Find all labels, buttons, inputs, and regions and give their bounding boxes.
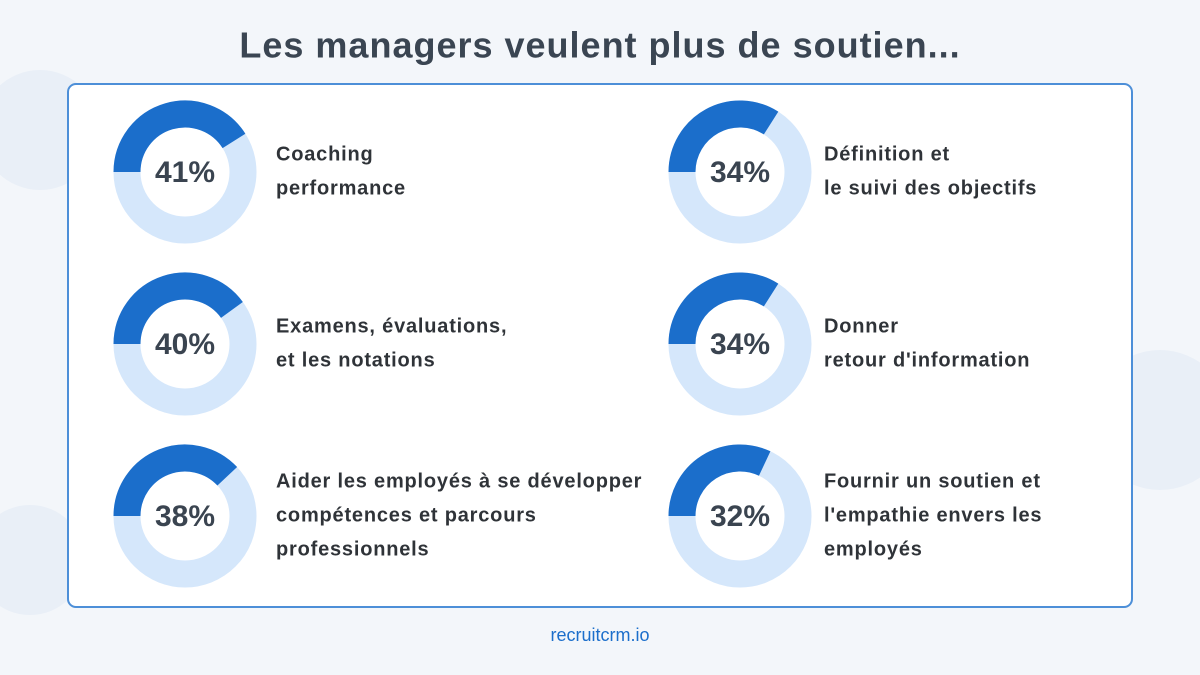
footer: recruitcrm.io [550, 625, 649, 645]
title: Les managers veulent plus de soutien... [239, 25, 960, 66]
value-label: 38% [155, 500, 215, 533]
value-label: 32% [710, 500, 770, 533]
item-label: Examens, évaluations, [276, 315, 507, 337]
item-label: professionnels [276, 538, 429, 560]
value-label: 41% [155, 156, 215, 189]
item-label: Donner [824, 315, 899, 337]
donut-arc [113, 444, 238, 517]
donut-arc [668, 272, 779, 345]
item-label: compétences et parcours [276, 504, 537, 526]
donut-arc [113, 100, 246, 173]
value-label: 34% [710, 328, 770, 361]
card [67, 83, 1133, 608]
donut-arc [113, 272, 243, 345]
donut-arc [668, 444, 771, 517]
item-label: l'empathie envers les [824, 504, 1042, 526]
donut-arc [668, 100, 779, 173]
item-label: Aider les employés à se développer [276, 470, 642, 492]
item-label: Coaching [276, 143, 374, 165]
item-label: employés [824, 538, 923, 560]
item-label: retour d'information [824, 349, 1030, 371]
item-label: performance [276, 177, 406, 199]
decor [0, 505, 85, 615]
item-label: Fournir un soutien et [824, 470, 1041, 492]
item-label: et les notations [276, 349, 436, 371]
value-label: 34% [710, 156, 770, 189]
value-label: 40% [155, 328, 215, 361]
item-label: Définition et [824, 143, 950, 165]
item-label: le suivi des objectifs [824, 177, 1037, 199]
